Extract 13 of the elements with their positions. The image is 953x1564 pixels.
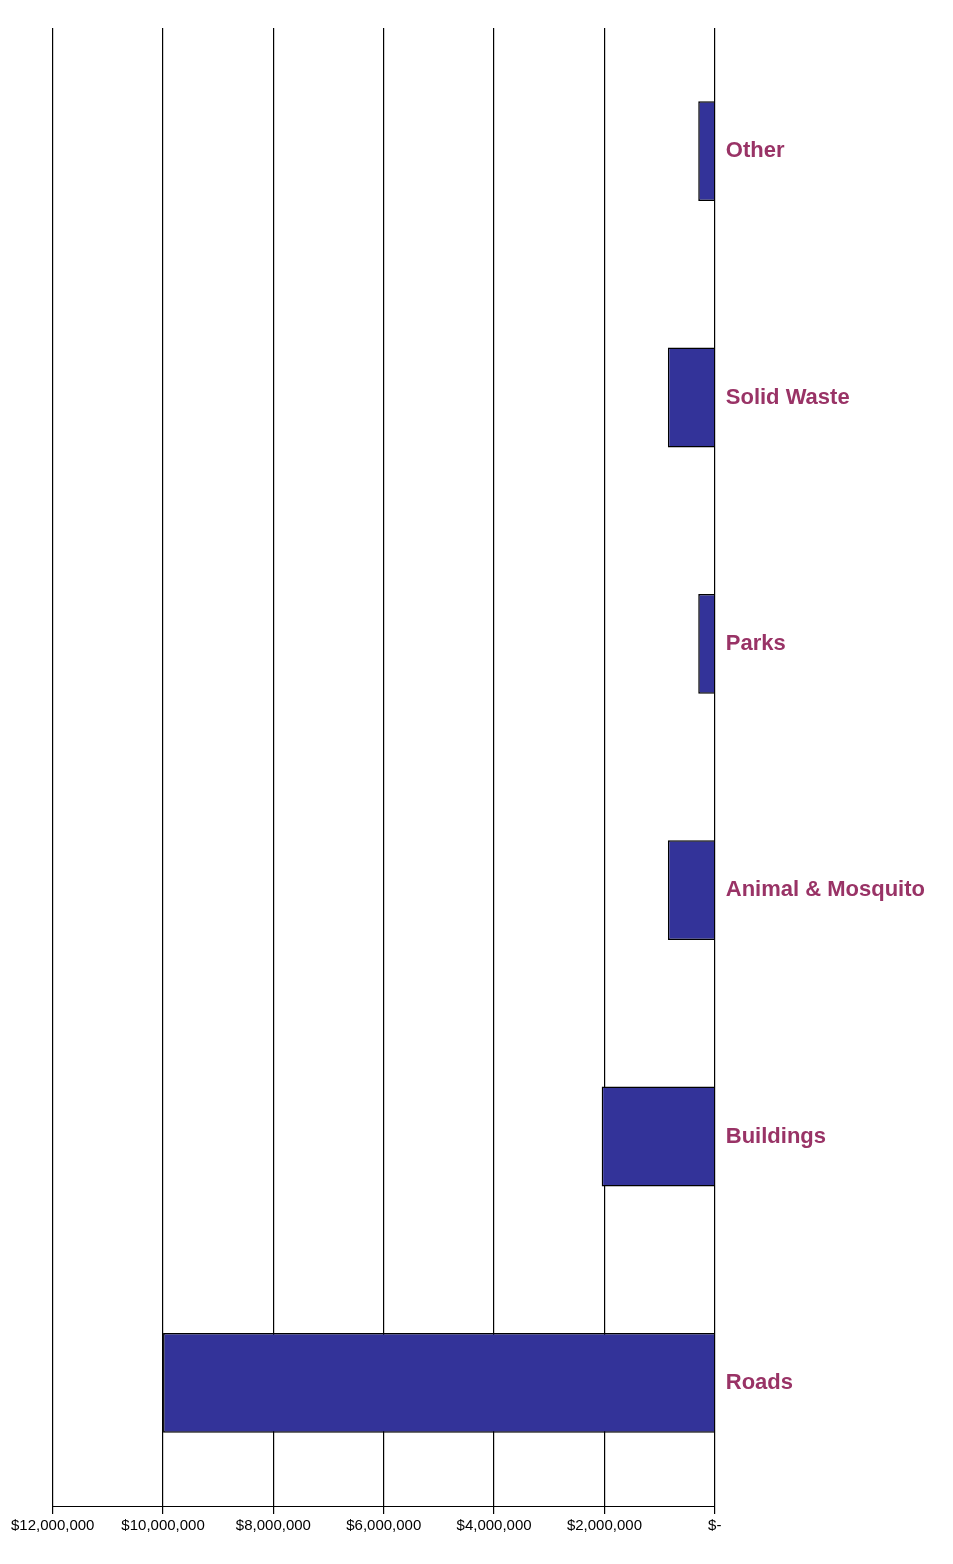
y-tick-label: Solid Waste: [725, 383, 850, 409]
y-tick-label: Animal & Mosquito: [725, 876, 925, 902]
y-tick-label: Other: [725, 137, 785, 163]
x-tick-label: $2,000,000: [566, 1516, 642, 1534]
x-tick-label: $12,000,000: [11, 1516, 95, 1534]
y-tick-label: Buildings: [725, 1122, 826, 1148]
x-tick-label: $6,000,000: [346, 1516, 422, 1534]
x-tick-label: $4,000,000: [456, 1516, 532, 1534]
y-tick-label: Roads: [725, 1368, 794, 1394]
y-tick-label: Parks: [725, 629, 786, 655]
x-tick-label: $-: [708, 1516, 722, 1534]
x-tick-label: $8,000,000: [235, 1516, 311, 1534]
x-tick-label: $10,000,000: [121, 1516, 205, 1534]
